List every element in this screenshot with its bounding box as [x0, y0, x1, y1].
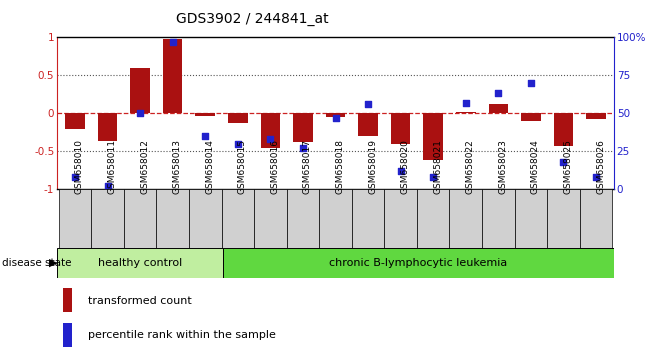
- Bar: [287, 189, 319, 248]
- Point: [428, 175, 439, 180]
- Bar: [260, 113, 280, 148]
- Text: GSM658021: GSM658021: [433, 139, 442, 194]
- Text: GSM658013: GSM658013: [172, 139, 182, 194]
- Text: transformed count: transformed count: [88, 296, 191, 306]
- Text: percentile rank within the sample: percentile rank within the sample: [88, 330, 276, 340]
- Bar: [189, 189, 221, 248]
- Text: GSM658014: GSM658014: [205, 139, 214, 194]
- Point: [232, 141, 243, 147]
- Bar: [65, 113, 85, 129]
- Text: GSM658019: GSM658019: [368, 139, 377, 194]
- Bar: [482, 189, 515, 248]
- Text: GSM658015: GSM658015: [238, 139, 247, 194]
- Bar: [57, 248, 223, 278]
- Text: GSM658026: GSM658026: [596, 139, 605, 194]
- Bar: [554, 113, 573, 146]
- Bar: [391, 113, 411, 144]
- Point: [167, 39, 178, 45]
- Bar: [124, 189, 156, 248]
- Text: disease state: disease state: [2, 258, 72, 268]
- Point: [590, 175, 601, 180]
- Bar: [62, 288, 72, 313]
- Bar: [254, 189, 287, 248]
- Text: GSM658025: GSM658025: [564, 139, 572, 194]
- Text: GSM658024: GSM658024: [531, 139, 540, 194]
- Bar: [221, 189, 254, 248]
- Text: GSM658022: GSM658022: [466, 139, 475, 194]
- Text: GSM658012: GSM658012: [140, 139, 149, 194]
- Bar: [91, 189, 124, 248]
- Text: GSM658016: GSM658016: [270, 139, 279, 194]
- Bar: [586, 113, 606, 119]
- Bar: [156, 189, 189, 248]
- Text: GSM658020: GSM658020: [401, 139, 409, 194]
- Bar: [223, 248, 614, 278]
- Point: [525, 80, 536, 86]
- Bar: [98, 113, 117, 142]
- Bar: [358, 113, 378, 136]
- Point: [330, 115, 341, 121]
- Bar: [515, 189, 547, 248]
- Text: GDS3902 / 244841_at: GDS3902 / 244841_at: [176, 12, 328, 27]
- Bar: [456, 112, 476, 113]
- Point: [200, 133, 211, 139]
- Point: [135, 110, 146, 116]
- Bar: [130, 68, 150, 113]
- Bar: [352, 189, 384, 248]
- Text: GSM658023: GSM658023: [499, 139, 507, 194]
- Bar: [319, 189, 352, 248]
- Bar: [62, 323, 72, 347]
- Point: [265, 136, 276, 142]
- Point: [493, 91, 504, 96]
- Text: GSM658017: GSM658017: [303, 139, 312, 194]
- Bar: [450, 189, 482, 248]
- Point: [460, 100, 471, 105]
- Bar: [228, 113, 248, 123]
- Text: ▶: ▶: [49, 258, 58, 268]
- Bar: [423, 113, 443, 160]
- Bar: [521, 113, 541, 121]
- Bar: [325, 113, 346, 117]
- Bar: [547, 189, 580, 248]
- Bar: [293, 113, 313, 142]
- Text: chronic B-lymphocytic leukemia: chronic B-lymphocytic leukemia: [329, 258, 508, 268]
- Bar: [417, 189, 450, 248]
- Text: GSM658010: GSM658010: [75, 139, 84, 194]
- Point: [558, 159, 569, 165]
- Bar: [58, 189, 91, 248]
- Point: [395, 168, 406, 174]
- Bar: [384, 189, 417, 248]
- Bar: [195, 113, 215, 116]
- Point: [297, 145, 308, 151]
- Point: [102, 183, 113, 189]
- Point: [363, 101, 374, 107]
- Point: [70, 175, 81, 180]
- Bar: [580, 189, 613, 248]
- Text: GSM658018: GSM658018: [336, 139, 344, 194]
- Text: healthy control: healthy control: [98, 258, 183, 268]
- Bar: [488, 104, 508, 113]
- Text: GSM658011: GSM658011: [107, 139, 117, 194]
- Bar: [163, 39, 183, 113]
